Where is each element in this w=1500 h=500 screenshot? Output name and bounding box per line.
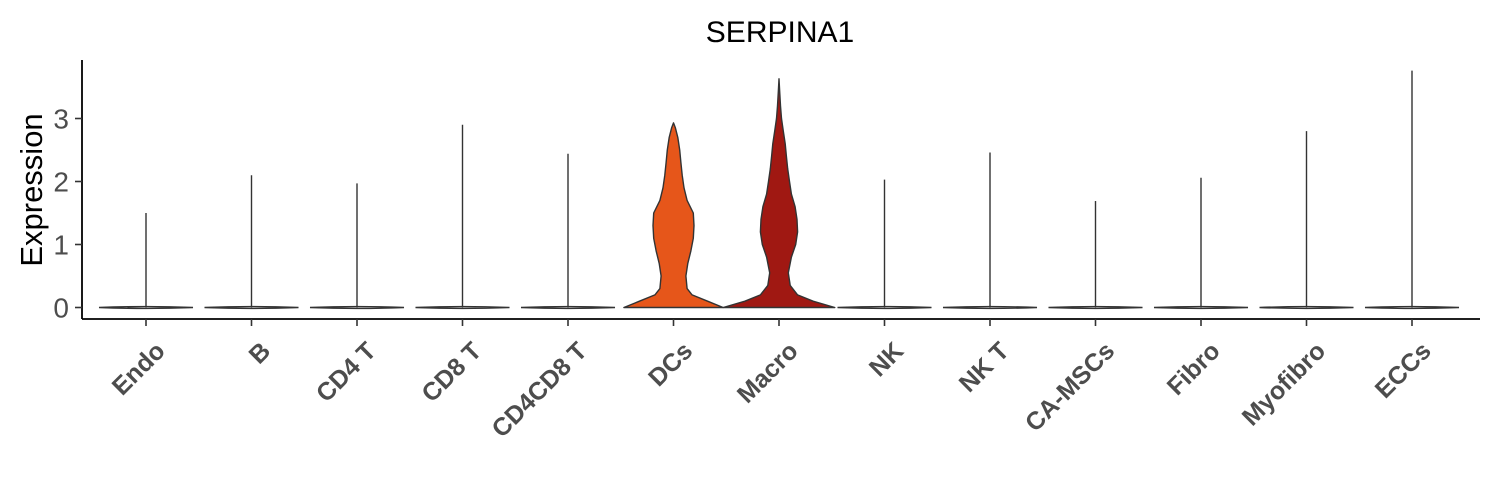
violin-dcs bbox=[623, 122, 724, 309]
violin-cd8-t bbox=[415, 124, 510, 310]
x-tick-label-endo: Endo bbox=[107, 337, 171, 401]
y-ticks-group: 0 1 2 3 bbox=[53, 104, 82, 324]
violin-endo bbox=[98, 213, 194, 310]
y-tick-label-1: 1 bbox=[53, 230, 69, 261]
x-tick-label-cd4cd8-t: CD4CD8 T bbox=[486, 337, 592, 443]
violin-nk-t bbox=[942, 152, 1038, 310]
x-tick-label-b: B bbox=[244, 337, 277, 370]
violin-cd4cd8-t bbox=[520, 153, 616, 310]
x-tick-label-eccs: ECCs bbox=[1370, 337, 1437, 404]
x-tick-label-cd8-t: CD8 T bbox=[416, 337, 487, 408]
violin-macro bbox=[722, 78, 836, 309]
violin-cd4-t bbox=[309, 183, 405, 310]
x-tick-label-myofibro: Myofibro bbox=[1237, 337, 1331, 431]
violin-eccs bbox=[1364, 70, 1460, 310]
x-tick-label-cd4-t: CD4 T bbox=[311, 337, 382, 408]
chart-title: SERPINA1 bbox=[706, 16, 854, 49]
x-tick-label-dcs: DCs bbox=[643, 337, 698, 392]
x-tick-label-nk-t: NK T bbox=[954, 337, 1015, 398]
x-tick-label-fibro: Fibro bbox=[1162, 337, 1226, 401]
violin-nk bbox=[837, 179, 932, 310]
x-ticks-group: Endo B CD4 T CD8 T CD4CD8 T DCs Macro NK NK T CA-… bbox=[107, 319, 1437, 443]
x-tick-label-macro: Macro bbox=[732, 337, 804, 409]
x-tick-label-ca-mscs: CA-MSCs bbox=[1020, 337, 1120, 437]
violin-ca-mscs bbox=[1048, 201, 1143, 310]
x-tick-label-nk: NK bbox=[864, 337, 909, 382]
y-tick-label-3: 3 bbox=[53, 104, 69, 135]
violins-group bbox=[98, 70, 1460, 310]
violin-myofibro bbox=[1259, 131, 1354, 310]
violin-b bbox=[204, 175, 299, 310]
y-tick-label-0: 0 bbox=[53, 293, 69, 324]
y-tick-label-2: 2 bbox=[53, 167, 69, 198]
y-axis-label: Expression bbox=[14, 113, 49, 266]
violin-fibro bbox=[1153, 177, 1249, 310]
